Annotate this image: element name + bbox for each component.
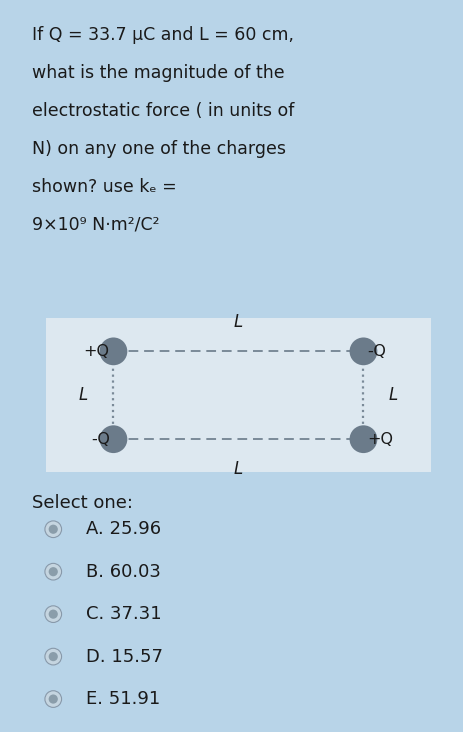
- Text: L: L: [389, 386, 398, 404]
- Ellipse shape: [49, 567, 58, 576]
- Ellipse shape: [45, 521, 62, 537]
- Text: C. 37.31: C. 37.31: [86, 605, 161, 623]
- Ellipse shape: [49, 525, 58, 534]
- Text: If Q = 33.7 μC and L = 60 cm,: If Q = 33.7 μC and L = 60 cm,: [32, 26, 294, 44]
- Text: A. 25.96: A. 25.96: [86, 520, 161, 538]
- Text: what is the magnitude of the: what is the magnitude of the: [32, 64, 285, 82]
- Ellipse shape: [350, 337, 377, 365]
- Text: -Q: -Q: [91, 432, 110, 447]
- Text: D. 15.57: D. 15.57: [86, 648, 163, 665]
- Bar: [46, 318, 431, 472]
- Text: N) on any one of the charges: N) on any one of the charges: [32, 140, 287, 158]
- Ellipse shape: [45, 691, 62, 707]
- Ellipse shape: [49, 652, 58, 661]
- Text: shown? use kₑ =: shown? use kₑ =: [32, 178, 177, 196]
- Text: +Q: +Q: [84, 344, 110, 359]
- Text: E. 51.91: E. 51.91: [86, 690, 160, 708]
- Ellipse shape: [49, 610, 58, 619]
- Text: Select one:: Select one:: [32, 494, 133, 512]
- Text: -Q: -Q: [367, 344, 386, 359]
- Ellipse shape: [350, 425, 377, 453]
- Text: L: L: [234, 460, 243, 478]
- Text: L: L: [234, 313, 243, 331]
- Text: B. 60.03: B. 60.03: [86, 563, 161, 580]
- Text: 9×10⁹ N·m²/C²: 9×10⁹ N·m²/C²: [32, 216, 160, 234]
- Ellipse shape: [100, 425, 127, 453]
- Text: L: L: [79, 386, 88, 404]
- Text: +Q: +Q: [367, 432, 393, 447]
- Text: electrostatic force ( in units of: electrostatic force ( in units of: [32, 102, 295, 120]
- Ellipse shape: [45, 649, 62, 665]
- Ellipse shape: [45, 564, 62, 580]
- Ellipse shape: [100, 337, 127, 365]
- Ellipse shape: [45, 606, 62, 622]
- Ellipse shape: [49, 695, 58, 703]
